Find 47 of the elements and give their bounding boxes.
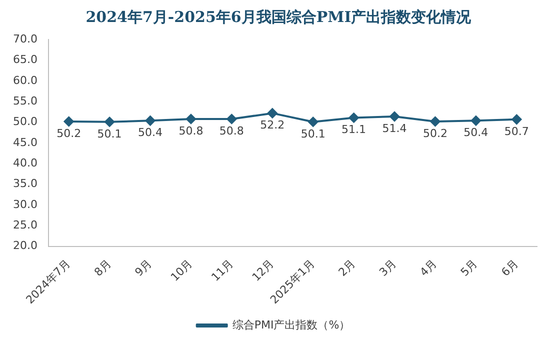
data-label: 50.1: [97, 127, 122, 140]
data-label: 50.8: [219, 124, 244, 138]
data-label: 52.2: [260, 118, 285, 132]
point: [226, 114, 237, 124]
x-tick-label: 2月: [336, 256, 358, 279]
y-tick-label: 35.0: [12, 177, 38, 190]
y-tick-label: 25.0: [12, 218, 38, 232]
data-label: 50.4: [464, 126, 488, 140]
point: [348, 112, 359, 123]
data-label: 50.2: [56, 126, 82, 140]
y-tick-label: 20.0: [12, 239, 38, 252]
y-tick-label: 30.0: [12, 198, 38, 211]
x-tick-label: 5月: [458, 256, 480, 279]
point: [145, 116, 156, 126]
data-label: 50.2: [422, 126, 448, 140]
point: [104, 116, 115, 127]
chart-title: 2024年7月-2025年6月我国综合PMI产出指数变化情况: [84, 8, 472, 27]
point: [308, 116, 318, 127]
x-tick-label: 3月: [376, 256, 399, 279]
data-label: 51.1: [342, 123, 366, 136]
data-label: 50.1: [300, 127, 326, 140]
y-tick-label: 70.0: [12, 32, 38, 46]
x-tick-label: 12月: [250, 256, 277, 284]
x-tick-label: 11月: [208, 256, 236, 284]
y-tick-label: 40.0: [12, 156, 38, 170]
y-tick-label: 65.0: [12, 53, 38, 66]
x-tick-label: 9月: [132, 256, 154, 279]
y-tick-label: 45.0: [12, 136, 38, 149]
x-tick-label: 4月: [417, 256, 440, 279]
point: [470, 116, 481, 126]
x-tick-label: 10月: [168, 256, 196, 284]
data-label: 51.4: [382, 122, 407, 135]
y-tick-label: 60.0: [12, 74, 38, 87]
legend-label: 综合PMI产出指数（%）: [232, 318, 350, 332]
point: [267, 108, 278, 118]
point: [390, 112, 400, 122]
data-label: 50.8: [178, 124, 204, 138]
data-label: 50.7: [504, 124, 529, 138]
point: [512, 114, 522, 124]
point: [186, 114, 196, 124]
data-label: 50.4: [138, 126, 163, 140]
y-tick-label: 50.0: [12, 115, 38, 128]
point: [430, 116, 440, 126]
x-tick-label: 6月: [498, 256, 521, 279]
x-tick-label: 8月: [92, 256, 114, 279]
y-tick-label: 55.0: [12, 94, 38, 108]
point: [64, 116, 74, 126]
